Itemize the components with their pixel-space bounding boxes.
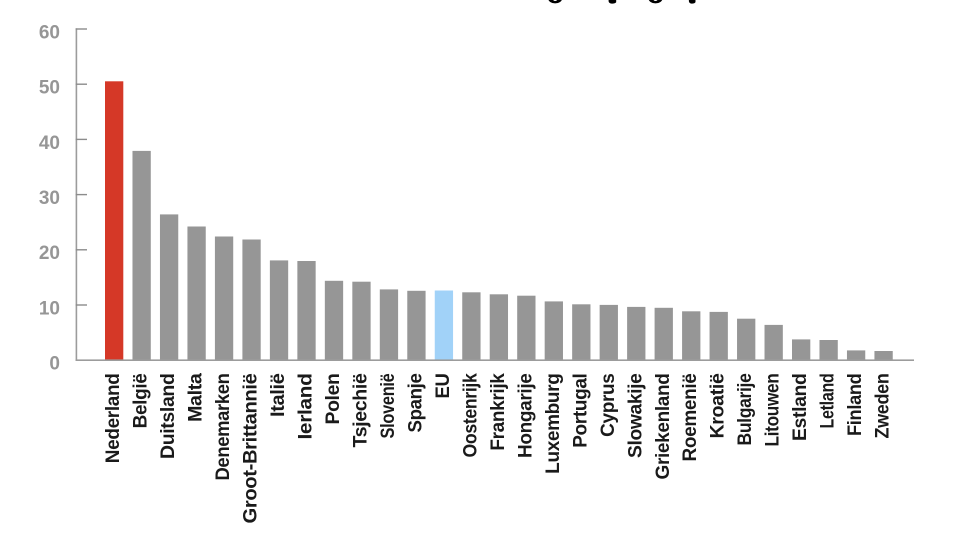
- svg-text:Roemenië: Roemenië: [680, 374, 701, 462]
- svg-text:Italië: Italië: [268, 374, 289, 418]
- svg-text:Ierland: Ierland: [296, 374, 317, 440]
- svg-text:40: 40: [39, 133, 60, 154]
- svg-text:Kroatië: Kroatië: [708, 374, 729, 439]
- svg-text:Polen: Polen: [323, 374, 344, 425]
- svg-text:Nederland: Nederland: [103, 374, 124, 464]
- svg-text:Tsjechië: Tsjechië: [350, 374, 371, 448]
- svg-text:Letland: Letland: [818, 374, 839, 429]
- svg-text:Griekenland: Griekenland: [653, 374, 674, 480]
- svg-text:Slovenië: Slovenië: [378, 374, 399, 439]
- svg-text:Portugal: Portugal: [570, 374, 591, 448]
- svg-text:Luxemburg: Luxemburg: [543, 374, 564, 474]
- svg-text:Frankrijk: Frankrijk: [488, 373, 509, 451]
- svg-text:60: 60: [39, 22, 60, 43]
- svg-text:Bulgarije: Bulgarije: [735, 374, 756, 446]
- svg-text:30: 30: [39, 188, 60, 209]
- svg-text:Duitsland: Duitsland: [158, 374, 179, 460]
- svg-text:Litouwen: Litouwen: [763, 374, 784, 447]
- svg-text:Oostenrijk: Oostenrijk: [460, 373, 481, 458]
- svg-text:Groot-Brittannië: Groot-Brittannië: [241, 374, 262, 524]
- svg-text:Spanje: Spanje: [405, 374, 426, 433]
- svg-text:België: België: [131, 374, 152, 429]
- svg-text:20: 20: [39, 243, 60, 264]
- svg-text:Slowakije: Slowakije: [625, 374, 646, 459]
- svg-text:Malta: Malta: [186, 373, 207, 422]
- svg-text:Zweden: Zweden: [873, 374, 894, 439]
- svg-text:50: 50: [39, 78, 60, 99]
- svg-text:Cyprus: Cyprus: [598, 374, 619, 437]
- svg-text:Denemarken: Denemarken: [213, 374, 234, 481]
- svg-text:10: 10: [39, 298, 60, 319]
- svg-text:EU: EU: [433, 374, 454, 399]
- svg-text:Finland: Finland: [845, 374, 866, 437]
- svg-text:Hongarije: Hongarije: [515, 374, 536, 458]
- svg-text:Estland: Estland: [790, 374, 811, 442]
- svg-text:0: 0: [49, 354, 60, 375]
